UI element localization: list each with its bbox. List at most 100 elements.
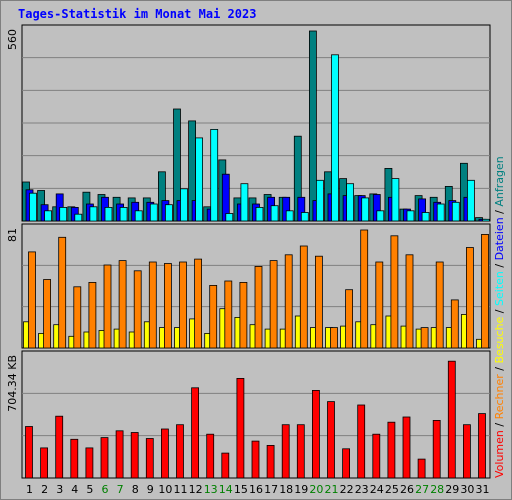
bar-rechner-4: [73, 286, 82, 349]
bar-seiten-8: [134, 210, 143, 222]
day-label-13: 13: [204, 483, 218, 496]
legend-separator: /: [493, 260, 506, 271]
bar-volumen-21: [327, 401, 335, 479]
bar-rechner-24: [375, 261, 384, 349]
bar-volumen-6: [100, 437, 109, 479]
bar-rechner-6: [103, 264, 112, 349]
bar-seiten-27: [421, 212, 430, 222]
bar-volumen-4: [70, 438, 79, 479]
day-label-6: 6: [102, 483, 109, 496]
bar-rechner-28: [435, 261, 444, 349]
panel-3: 704.34 KB: [6, 350, 491, 479]
bar-seiten-18: [285, 210, 294, 222]
bar-volumen-2: [40, 447, 48, 479]
day-label-28: 28: [430, 483, 444, 496]
bar-anfragen-20: [308, 30, 317, 222]
day-label-16: 16: [249, 483, 263, 496]
bar-volumen-14: [221, 452, 230, 479]
bar-volumen-5: [85, 447, 94, 479]
bar-seiten-10: [164, 204, 173, 222]
bar-seiten-22: [346, 183, 355, 222]
day-label-26: 26: [400, 483, 414, 496]
legend-entry-rechner: Rechner: [493, 374, 506, 420]
panel-1-scale-label: 560: [6, 29, 19, 50]
day-label-3: 3: [56, 483, 63, 496]
bar-volumen-15: [236, 377, 245, 479]
bar-rechner-27: [420, 327, 429, 349]
bar-volumen-18: [281, 424, 290, 479]
bar-seiten-19: [300, 212, 309, 222]
bar-rechner-25: [390, 235, 399, 349]
bar-seiten-31: [482, 218, 490, 222]
bar-volumen-27: [417, 458, 426, 479]
bar-volumen-3: [55, 415, 64, 479]
legend-entry-seiten: Seiten: [493, 271, 506, 306]
day-label-17: 17: [264, 483, 278, 496]
day-label-14: 14: [219, 483, 233, 496]
bar-seiten-24: [376, 210, 385, 222]
bar-volumen-24: [372, 433, 381, 479]
bar-rechner-5: [88, 281, 97, 349]
bar-rechner-3: [58, 236, 67, 349]
bar-seiten-28: [436, 203, 445, 222]
bar-seiten-4: [74, 213, 83, 222]
bar-rechner-14: [224, 280, 233, 349]
legend-entry-besuche: Besuche: [493, 316, 506, 363]
bar-seiten-23: [361, 197, 370, 222]
bar-volumen-22: [342, 448, 351, 479]
bar-volumen-13: [206, 433, 215, 479]
day-label-30: 30: [460, 483, 474, 496]
legend-separator: /: [493, 207, 506, 218]
day-label-7: 7: [117, 483, 124, 496]
bar-seiten-26: [406, 210, 415, 222]
bar-volumen-10: [160, 428, 169, 479]
bar-volumen-16: [251, 440, 260, 479]
bar-volumen-29: [447, 360, 456, 479]
day-label-19: 19: [294, 483, 308, 496]
bar-seiten-9: [149, 203, 158, 222]
bar-volumen-12: [191, 387, 200, 479]
bar-rechner-7: [118, 260, 127, 349]
day-label-25: 25: [385, 483, 399, 496]
bar-rechner-19: [299, 245, 308, 349]
chart-title: Tages-Statistik im Monat Mai 2023: [18, 7, 257, 21]
bar-seiten-6: [104, 206, 113, 222]
bar-seiten-5: [89, 206, 98, 222]
bar-rechner-21: [330, 327, 338, 349]
bar-rechner-15: [239, 281, 248, 349]
bar-volumen-31: [478, 413, 486, 479]
bar-volumen-26: [402, 416, 411, 479]
day-label-5: 5: [86, 483, 93, 496]
day-label-27: 27: [415, 483, 429, 496]
bar-rechner-29: [450, 299, 459, 349]
day-label-1: 1: [26, 483, 33, 496]
bar-volumen-23: [357, 404, 366, 479]
bar-volumen-20: [311, 389, 320, 479]
legend-separator: /: [493, 306, 506, 317]
bar-volumen-9: [145, 438, 154, 479]
day-label-24: 24: [370, 483, 384, 496]
day-label-10: 10: [158, 483, 172, 496]
bar-rechner-18: [284, 254, 293, 349]
legend-text: Volumen / Rechner / Besuche / Seiten / D…: [493, 156, 506, 478]
day-label-18: 18: [279, 483, 293, 496]
bar-seiten-21: [331, 54, 339, 222]
bar-volumen-19: [296, 424, 305, 479]
bar-seiten-2: [44, 210, 52, 222]
bar-volumen-28: [432, 419, 441, 479]
day-label-8: 8: [132, 483, 139, 496]
legend-entry-dateien: Dateien: [493, 217, 506, 260]
bar-rechner-31: [481, 233, 489, 349]
bar-seiten-20: [315, 179, 324, 222]
bar-volumen-25: [387, 421, 396, 479]
day-label-29: 29: [445, 483, 459, 496]
bar-rechner-26: [405, 254, 414, 349]
day-label-22: 22: [340, 483, 354, 496]
bar-seiten-12: [195, 137, 204, 222]
bar-seiten-30: [466, 179, 475, 222]
bar-rechner-16: [254, 265, 263, 349]
day-label-31: 31: [476, 483, 490, 496]
bar-volumen-8: [130, 432, 139, 479]
bar-seiten-3: [59, 206, 68, 222]
day-label-4: 4: [71, 483, 78, 496]
